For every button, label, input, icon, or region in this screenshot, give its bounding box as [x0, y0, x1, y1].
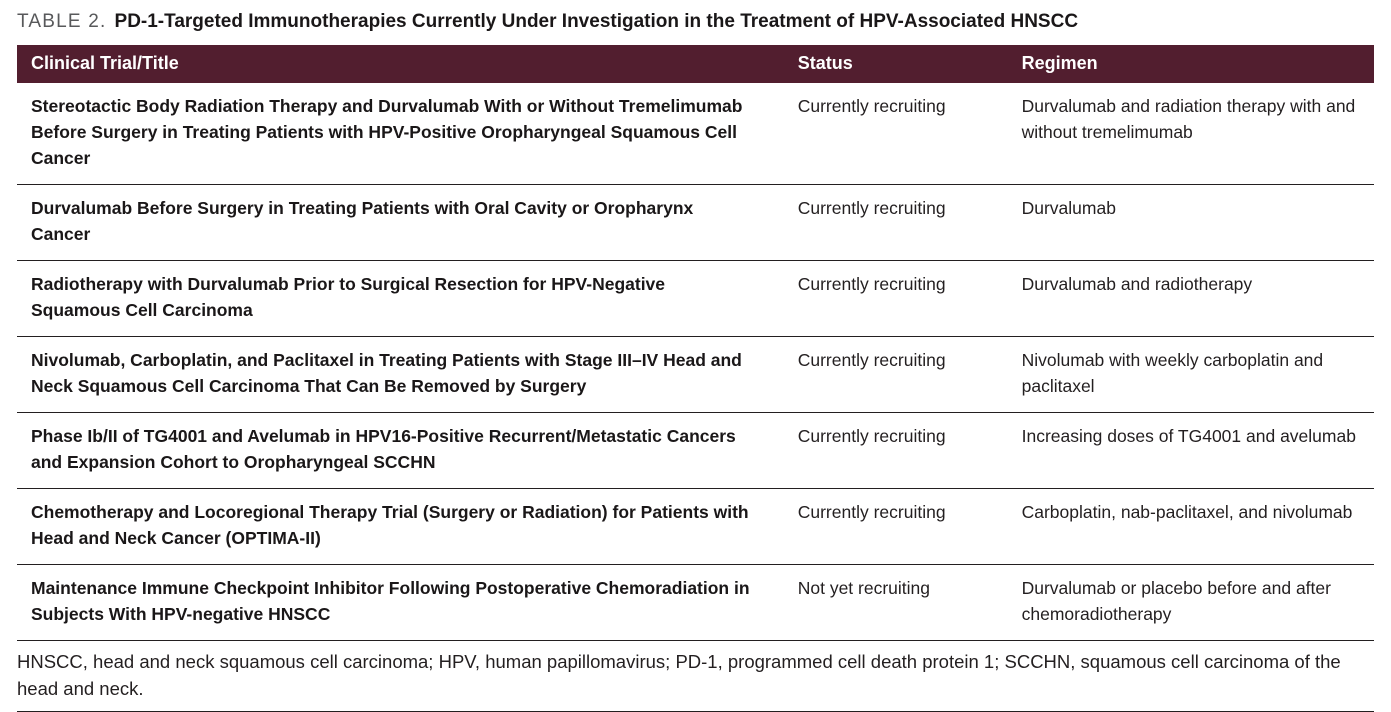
- table-row: Nivolumab, Carboplatin, and Paclitaxel i…: [17, 337, 1374, 413]
- status-cell: Currently recruiting: [797, 502, 946, 522]
- status-cell: Currently recruiting: [797, 96, 946, 116]
- column-header-status: Status: [783, 45, 1008, 83]
- trials-table: Clinical Trial/Title Status Regimen Ster…: [17, 45, 1374, 641]
- status-cell: Currently recruiting: [797, 426, 946, 446]
- status-cell: Currently recruiting: [797, 350, 946, 370]
- trial-title-cell: Stereotactic Body Radiation Therapy and …: [31, 96, 743, 168]
- table-row: Durvalumab Before Surgery in Treating Pa…: [17, 185, 1374, 261]
- regimen-cell: Durvalumab and radiotherapy: [1021, 274, 1253, 294]
- table-row: Maintenance Immune Checkpoint Inhibitor …: [17, 565, 1374, 641]
- trial-title-cell: Chemotherapy and Locoregional Therapy Tr…: [31, 502, 749, 548]
- header-row: Clinical Trial/Title Status Regimen: [17, 45, 1374, 83]
- status-cell: Not yet recruiting: [797, 578, 930, 598]
- column-header-trial: Clinical Trial/Title: [17, 45, 784, 83]
- table-row: Stereotactic Body Radiation Therapy and …: [17, 83, 1374, 185]
- status-cell: Currently recruiting: [797, 198, 946, 218]
- trial-title-cell: Durvalumab Before Surgery in Treating Pa…: [31, 198, 694, 244]
- table-row: Phase Ib/II of TG4001 and Avelumab in HP…: [17, 413, 1374, 489]
- trial-title-cell: Radiotherapy with Durvalumab Prior to Su…: [31, 274, 666, 320]
- regimen-cell: Durvalumab: [1021, 198, 1116, 218]
- regimen-cell: Carboplatin, nab-paclitaxel, and nivolum…: [1021, 502, 1353, 522]
- regimen-cell: Nivolumab with weekly carboplatin and pa…: [1021, 350, 1324, 396]
- trial-title-cell: Phase Ib/II of TG4001 and Avelumab in HP…: [31, 426, 736, 472]
- status-cell: Currently recruiting: [797, 274, 946, 294]
- table-row: Radiotherapy with Durvalumab Prior to Su…: [17, 261, 1374, 337]
- trial-title-cell: Maintenance Immune Checkpoint Inhibitor …: [31, 578, 750, 624]
- regimen-cell: Durvalumab and radiation therapy with an…: [1021, 96, 1356, 142]
- trial-title-cell: Nivolumab, Carboplatin, and Paclitaxel i…: [31, 350, 742, 396]
- regimen-cell: Durvalumab or placebo before and after c…: [1021, 578, 1331, 624]
- column-header-regimen: Regimen: [1007, 45, 1374, 83]
- table-number-label: TABLE 2.: [17, 11, 107, 32]
- table-title: PD-1-Targeted Immunotherapies Currently …: [114, 11, 1079, 32]
- table-caption: TABLE 2. PD-1-Targeted Immunotherapies Cu…: [17, 10, 1374, 34]
- table-row: Chemotherapy and Locoregional Therapy Tr…: [17, 489, 1374, 565]
- regimen-cell: Increasing doses of TG4001 and avelumab: [1021, 426, 1356, 446]
